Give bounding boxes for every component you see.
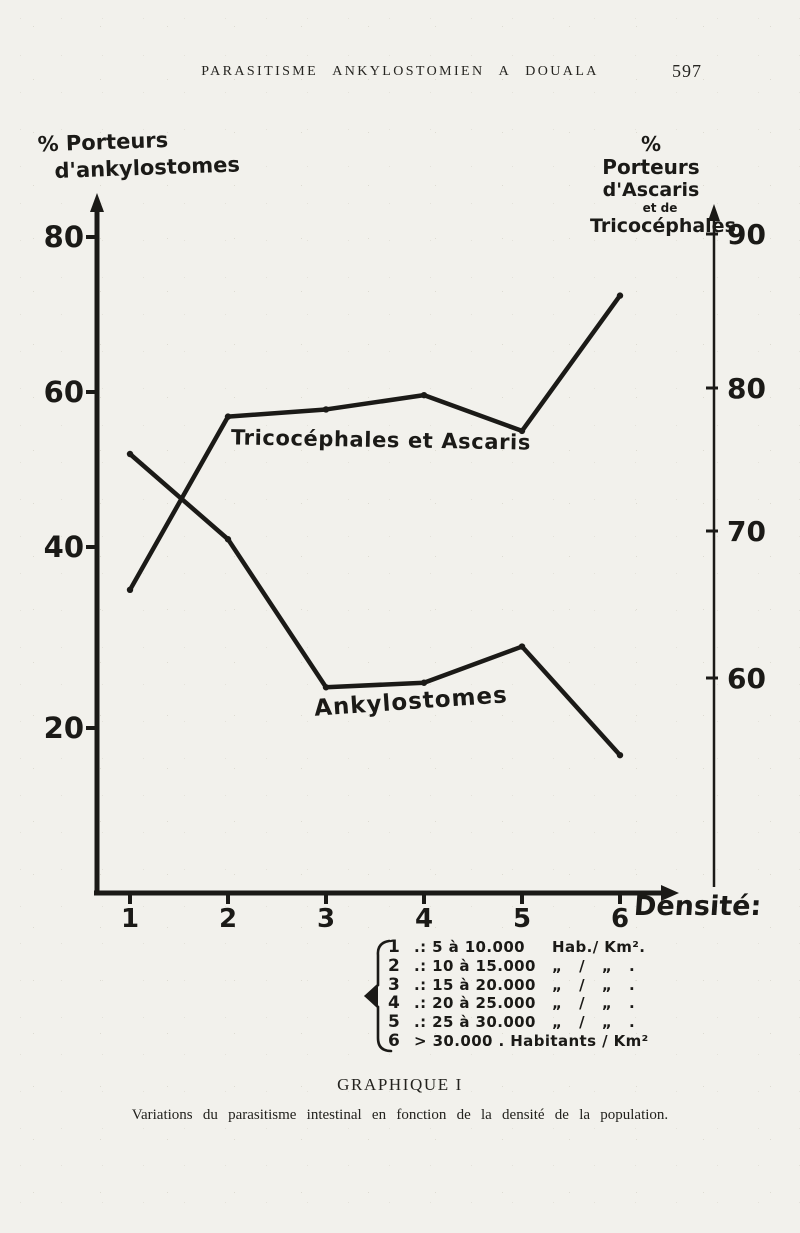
figure-caption-title: GRAPHIQUE I bbox=[337, 1075, 463, 1094]
series-segment bbox=[323, 392, 427, 412]
series-tricocephales-ascaris bbox=[126, 292, 624, 593]
data-point bbox=[224, 536, 232, 543]
series-segment bbox=[519, 644, 623, 758]
data-point bbox=[518, 427, 526, 435]
page-number: 597 bbox=[672, 61, 702, 81]
x-axis-tick-label: 2 bbox=[219, 904, 237, 934]
x-axis-label: Densité: bbox=[632, 891, 763, 922]
series-segment bbox=[127, 414, 231, 593]
legend-bracket bbox=[364, 939, 393, 1053]
legend-bracket-point bbox=[364, 985, 378, 1007]
legend-item-range: .: 25 à 30.000 bbox=[414, 1013, 536, 1032]
series-segment bbox=[519, 293, 623, 434]
ticks-group: 80 60 40 20 90 80 70 60 1 2 3 4 5 6 bbox=[44, 218, 766, 934]
right-axis-label-line4: Tricocéphales bbox=[590, 215, 736, 237]
legend-item-number: 6 bbox=[388, 1030, 400, 1051]
left-axis-tick-label: 20 bbox=[44, 711, 84, 745]
right-axis-tick-label: 70 bbox=[727, 515, 766, 548]
legend-item-range: .: 15 à 20.000 bbox=[414, 975, 536, 994]
axes-group bbox=[90, 193, 720, 901]
legend-item-number: 5 bbox=[388, 1012, 400, 1033]
x-axis-tick-label: 5 bbox=[513, 904, 531, 934]
left-axis-tick-label: 40 bbox=[44, 530, 84, 564]
right-axis-label: % Porteurs d'Ascaris et de Tricocéphales bbox=[590, 132, 736, 238]
right-axis-label-line3: et de bbox=[642, 201, 678, 215]
legend-row-3: 3 .: 15 à 20.000 „ / „ . bbox=[388, 974, 698, 995]
left-axis-tick-label: 80 bbox=[44, 220, 84, 254]
right-axis-tick-label: 80 bbox=[727, 372, 766, 405]
legend-item-number: 3 bbox=[388, 974, 400, 995]
legend-row-2: 2 .: 10 à 15.000 „ / „ . bbox=[388, 955, 698, 976]
data-point bbox=[322, 406, 330, 413]
left-axis-label: % Porteurs d'ankylostomes bbox=[37, 125, 240, 186]
right-axis-tick-label: 90 bbox=[727, 218, 766, 251]
legend-item-range: > 30.000 . Habitants / Km² bbox=[414, 1031, 649, 1050]
x-axis-tick-label: 1 bbox=[121, 904, 139, 934]
data-point bbox=[420, 391, 428, 399]
legend-item-unit: Hab./ Km². bbox=[552, 938, 646, 956]
series-segment bbox=[225, 407, 329, 419]
density-legend: 1 .: 5 à 10.000 Hab./ Km². 2 .: 10 à 15.000… bbox=[388, 937, 698, 1051]
legend-item-unit: „ / „ . bbox=[552, 975, 636, 994]
legend-row-6: 6 > 30.000 . Habitants / Km² bbox=[388, 1030, 698, 1051]
legend-item-number: 1 bbox=[388, 937, 400, 957]
legend-item-unit: „ / „ . bbox=[552, 956, 636, 975]
data-point bbox=[616, 751, 624, 759]
right-axis-label-line1: % Porteurs bbox=[602, 132, 700, 179]
legend-item-range: .: 5 à 10.000 bbox=[414, 938, 526, 956]
legend-item-unit: „ / „ . bbox=[552, 1013, 636, 1032]
series-group bbox=[126, 292, 624, 759]
data-point bbox=[224, 413, 232, 420]
x-axis-tick-label: 4 bbox=[415, 904, 433, 934]
legend-row-1: 1 .: 5 à 10.000 Hab./ Km². bbox=[388, 937, 698, 957]
right-axis-label-line2: d'Ascaris bbox=[602, 179, 700, 201]
data-point bbox=[322, 684, 330, 691]
figure-caption-text: Variations du parasitisme intestinal en … bbox=[131, 1107, 669, 1123]
series-segment bbox=[225, 537, 329, 690]
page-header-title: PARASITISME ANKYLOSTOMIEN A DOUALA bbox=[201, 64, 599, 79]
series-segment bbox=[421, 392, 525, 434]
right-axis-arrow bbox=[708, 204, 720, 221]
x-axis-tick-label: 3 bbox=[317, 904, 335, 934]
legend-row-4: 4 .: 20 à 25.000 „ / „ . bbox=[388, 993, 698, 1014]
x-axis-arrow bbox=[661, 885, 679, 901]
data-point bbox=[126, 586, 134, 593]
series-ankylostomes bbox=[126, 450, 624, 759]
legend-row-5: 5 .: 25 à 30.000 „ / „ . bbox=[388, 1012, 698, 1033]
data-point bbox=[616, 292, 624, 299]
left-axis-tick-label: 60 bbox=[44, 375, 84, 409]
legend-item-number: 4 bbox=[388, 993, 400, 1014]
series-segment bbox=[421, 644, 525, 685]
series-segment bbox=[323, 680, 427, 690]
legend-item-number: 2 bbox=[388, 955, 400, 976]
data-point bbox=[518, 643, 526, 650]
left-axis-arrow bbox=[90, 193, 104, 212]
data-point bbox=[126, 450, 134, 458]
series-segment bbox=[127, 451, 231, 542]
legend-item-range: .: 20 à 25.000 bbox=[414, 994, 536, 1013]
data-point bbox=[420, 679, 428, 686]
legend-item-unit: „ / „ . bbox=[552, 994, 636, 1013]
legend-item-range: .: 10 à 15.000 bbox=[414, 956, 536, 975]
x-axis-tick-label: 6 bbox=[611, 904, 629, 934]
right-axis-tick-label: 60 bbox=[727, 662, 766, 695]
